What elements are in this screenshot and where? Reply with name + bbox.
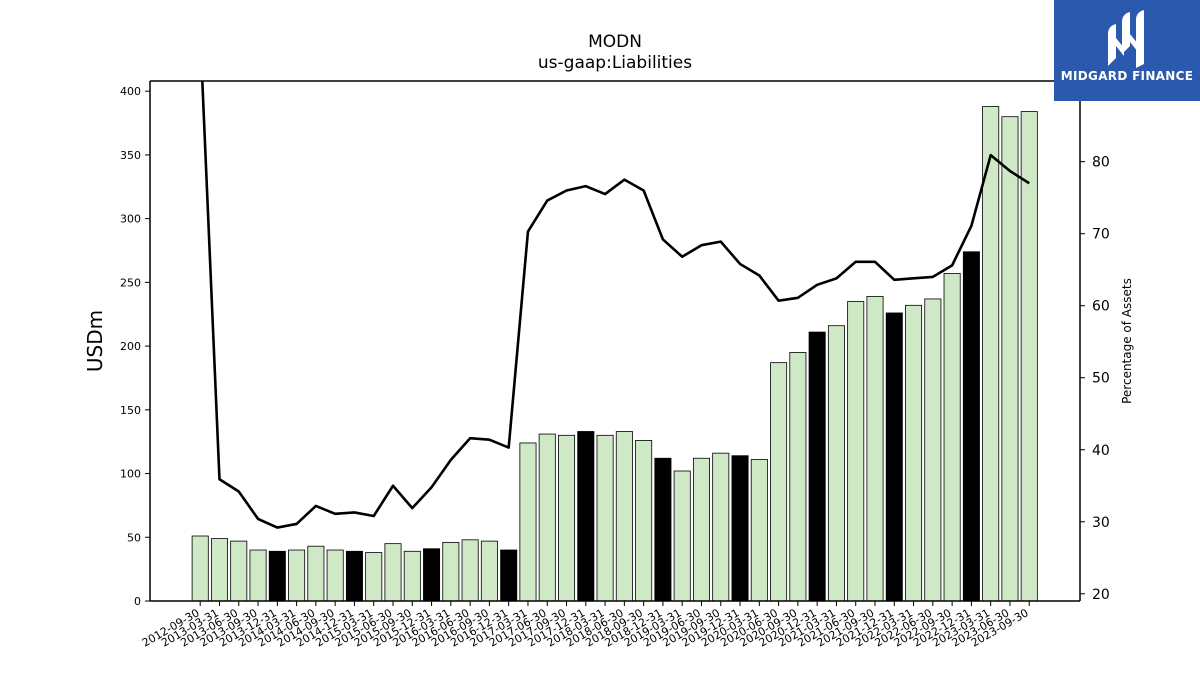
chart-title-block: MODN us-gaap:Liabilities [150,32,1080,74]
bar [326,549,344,602]
y-tick-label: 150 [120,404,141,417]
bar [230,540,248,602]
bar [1020,111,1038,602]
bar [423,548,441,602]
bar [924,298,942,602]
chart-title: MODN [588,32,642,52]
bar [808,331,826,602]
brand-logo: MIDGARD FINANCE [1054,0,1200,101]
bar [500,549,518,602]
bar [268,550,286,602]
y-axis-label: USDm [83,310,107,372]
bar [558,434,576,602]
y2-tick-label: 50 [1092,371,1110,387]
bar [1001,116,1019,602]
y2-tick-label: 40 [1092,443,1110,459]
y2-tick-label: 80 [1092,155,1110,171]
bar [596,434,614,602]
bar [519,442,537,602]
bar [480,540,498,602]
y-tick-label: 250 [120,276,141,289]
bar [538,433,556,602]
logo-text: MIDGARD FINANCE [1060,69,1194,83]
bar [770,362,788,602]
bar [615,431,633,602]
bar [654,457,672,602]
bar [249,549,267,602]
y-tick-label: 50 [127,531,141,544]
bar [403,550,421,602]
chart-subtitle: us-gaap:Liabilities [537,53,693,73]
bar [365,552,383,602]
percentage-line [201,81,1030,529]
bar [712,452,730,602]
bar [577,431,595,602]
bar [384,543,402,602]
y-tick-label: 0 [134,595,141,608]
y2-tick-label: 30 [1092,515,1110,531]
bar [288,549,306,602]
y-tick-label: 100 [120,468,141,481]
y-tick-label: 300 [120,213,141,226]
bar [962,251,980,602]
y2-axis-label: Percentage of Assets [1120,278,1134,404]
bar [789,352,807,602]
bar [442,541,460,602]
bar [210,538,228,602]
bar [827,325,845,602]
bar [461,539,479,602]
bar [905,304,923,602]
y2-tick-label: 70 [1092,227,1110,243]
bar [847,301,865,602]
bar [635,440,653,602]
bar [750,459,768,602]
bar [866,295,884,602]
y2-tick-label: 60 [1092,299,1110,315]
y-tick-label: 350 [120,149,141,162]
y2-tick-label: 20 [1092,587,1110,603]
bar [307,545,325,602]
midgard-logo-icon [1108,10,1144,68]
bar [345,550,363,602]
bar [731,455,749,602]
bar [191,535,209,602]
bar [692,457,710,602]
y-tick-label: 200 [120,340,141,353]
y-tick-label: 400 [120,85,141,98]
bar [943,273,961,602]
bar [673,470,691,602]
bar [885,312,903,602]
